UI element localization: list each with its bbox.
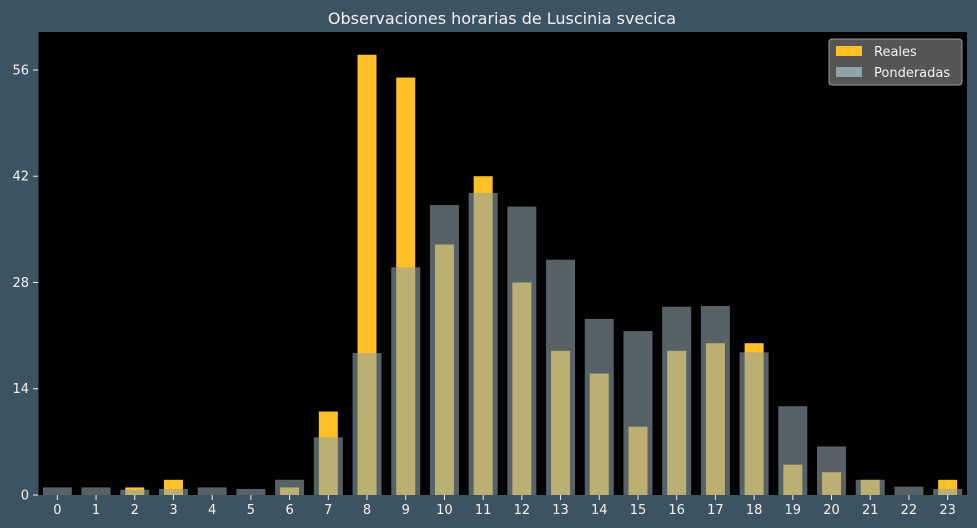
x-tick-label: 5 [247, 503, 255, 518]
bar-ponderadas-1 [81, 487, 111, 495]
x-tick-label: 10 [436, 503, 453, 518]
y-tick-label: 42 [12, 170, 29, 185]
y-axis: 0 14 28 42 56 [12, 32, 39, 504]
bar-ponderadas-0 [42, 487, 72, 495]
y-tick-label: 56 [12, 63, 29, 78]
x-axis: 0 1 2 3 4 5 6 7 8 9 10 11 12 13 14 15 16 17 18 19 20 21 22 23 [53, 495, 956, 518]
legend-swatch-reales [836, 46, 862, 56]
x-tick-label: 0 [53, 503, 61, 518]
bar-ponderadas-8 [352, 353, 382, 495]
chart-title: Observaciones horarias de Luscinia sveci… [328, 9, 676, 28]
x-tick-label: 9 [402, 503, 410, 518]
bar-ponderadas-12 [507, 206, 537, 495]
bar-ponderadas-4 [197, 487, 227, 495]
x-tick-label: 16 [668, 503, 685, 518]
bar-ponderadas-13 [546, 259, 576, 495]
bar-ponderadas-21 [855, 479, 885, 495]
legend-label-reales: Reales [874, 45, 917, 60]
bar-ponderadas-20 [817, 446, 847, 495]
bar-ponderadas-17 [700, 306, 730, 495]
y-tick-label: 14 [12, 382, 29, 397]
bar-ponderadas-7 [313, 437, 343, 495]
x-tick-label: 20 [823, 503, 840, 518]
x-tick-label: 8 [363, 503, 371, 518]
legend-swatch-ponderadas [836, 67, 862, 77]
x-tick-label: 18 [746, 503, 763, 518]
bar-ponderadas-9 [391, 267, 421, 495]
x-tick-label: 15 [630, 503, 647, 518]
bar-ponderadas-14 [584, 318, 614, 495]
bar-ponderadas-23 [933, 488, 963, 495]
bar-ponderadas-10 [429, 205, 459, 496]
x-tick-label: 6 [285, 503, 293, 518]
x-tick-label: 1 [92, 503, 100, 518]
x-tick-label: 3 [169, 503, 177, 518]
x-tick-label: 13 [552, 503, 569, 518]
bar-ponderadas-16 [662, 306, 692, 495]
bar-ponderadas-22 [894, 486, 924, 495]
bar-ponderadas-2 [120, 489, 150, 495]
x-tick-label: 7 [324, 503, 332, 518]
y-tick-label: 0 [21, 489, 29, 504]
bar-ponderadas-3 [158, 488, 188, 495]
x-tick-label: 14 [591, 503, 608, 518]
bar-ponderadas-19 [778, 406, 808, 495]
bar-ponderadas-11 [468, 192, 498, 495]
legend-box [828, 38, 963, 86]
y-tick-label: 28 [12, 276, 29, 291]
x-tick-label: 4 [208, 503, 216, 518]
x-tick-label: 19 [785, 503, 802, 518]
bar-ponderadas-18 [739, 352, 769, 495]
x-tick-label: 21 [862, 503, 879, 518]
legend: Reales Ponderadas [828, 38, 963, 86]
x-tick-label: 22 [901, 503, 918, 518]
plot-area [38, 32, 967, 495]
bar-ponderadas-5 [236, 488, 266, 495]
x-tick-label: 17 [707, 503, 724, 518]
series-ponderadas [42, 192, 963, 496]
bar-ponderadas-15 [623, 331, 653, 495]
bar-ponderadas-6 [275, 479, 305, 495]
x-tick-label: 12 [514, 503, 531, 518]
legend-label-ponderadas: Ponderadas [874, 66, 950, 81]
x-tick-label: 2 [131, 503, 139, 518]
x-tick-label: 11 [475, 503, 492, 518]
x-tick-label: 23 [939, 503, 956, 518]
